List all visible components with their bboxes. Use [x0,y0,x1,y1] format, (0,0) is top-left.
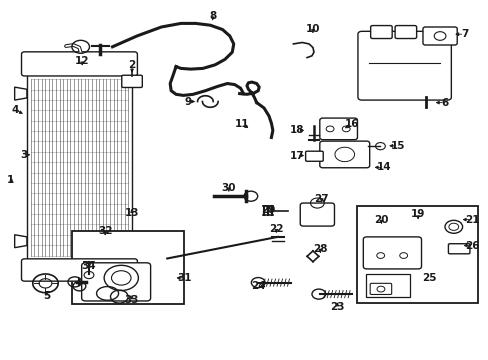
FancyBboxPatch shape [357,31,450,100]
Text: 32: 32 [98,226,112,236]
Text: 2: 2 [128,60,135,70]
Text: 26: 26 [464,240,478,251]
FancyBboxPatch shape [363,237,421,269]
Text: 15: 15 [390,141,405,151]
Text: 1: 1 [7,175,14,185]
Text: 33: 33 [124,294,139,305]
Text: 6: 6 [441,98,447,108]
FancyBboxPatch shape [300,203,334,226]
Text: 27: 27 [314,194,328,204]
Text: 7: 7 [460,29,468,39]
Text: 4: 4 [12,105,20,115]
FancyBboxPatch shape [305,151,323,161]
Bar [365,274,409,297]
Text: 29: 29 [260,204,275,215]
FancyBboxPatch shape [122,75,142,87]
Text: 28: 28 [312,244,327,254]
FancyBboxPatch shape [319,141,369,168]
Text: 13: 13 [124,208,139,218]
Polygon shape [15,87,27,100]
FancyBboxPatch shape [21,259,137,281]
Text: 10: 10 [305,24,320,34]
Polygon shape [15,235,27,248]
Bar [356,206,477,303]
FancyBboxPatch shape [370,26,391,39]
Text: 14: 14 [376,162,390,172]
Text: 34: 34 [81,261,96,271]
Text: 23: 23 [329,302,344,312]
FancyBboxPatch shape [319,118,357,140]
Text: 16: 16 [344,119,359,129]
Text: 30: 30 [221,183,236,193]
Text: 17: 17 [289,150,304,161]
Text: 11: 11 [234,119,249,129]
FancyBboxPatch shape [21,52,137,76]
Text: 12: 12 [75,56,89,66]
FancyBboxPatch shape [422,27,456,45]
Text: 3: 3 [20,150,27,160]
Text: 18: 18 [289,125,304,135]
FancyBboxPatch shape [394,26,416,39]
Text: 25: 25 [421,273,436,283]
FancyBboxPatch shape [81,263,150,301]
Text: 21: 21 [464,215,478,225]
FancyBboxPatch shape [447,244,469,254]
Text: 22: 22 [268,224,283,234]
Text: 20: 20 [373,215,388,225]
Bar [27,72,132,263]
Bar [72,231,183,304]
Text: 9: 9 [184,96,191,107]
Text: 5: 5 [43,291,50,301]
Text: 8: 8 [209,11,216,21]
Text: 24: 24 [250,281,265,291]
FancyBboxPatch shape [369,283,391,294]
Text: 31: 31 [177,273,192,283]
Text: 19: 19 [410,209,425,219]
